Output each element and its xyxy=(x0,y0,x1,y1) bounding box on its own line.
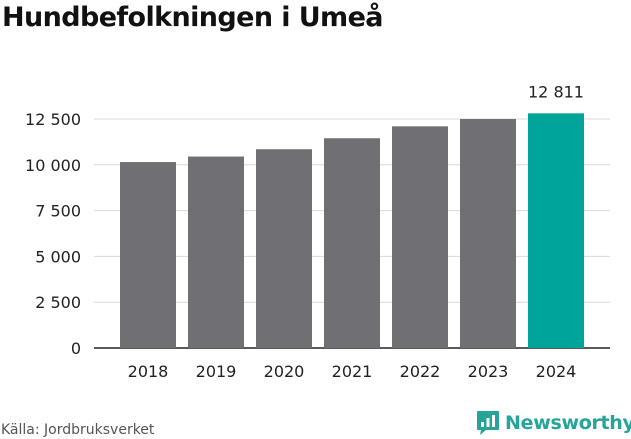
x-axis-ticks: 2018 2019 2020 2021 2022 2023 2024 xyxy=(128,362,577,381)
bar-2020 xyxy=(256,149,312,348)
x-tick-label: 2019 xyxy=(196,362,237,381)
y-tick-label: 12 500 xyxy=(25,110,81,129)
data-label: 12 811 xyxy=(528,82,584,101)
newsworthy-logo-icon xyxy=(477,411,499,435)
y-tick-label: 10 000 xyxy=(25,156,81,175)
brand-logo[interactable]: Newsworthy xyxy=(476,409,631,437)
bar-2024 xyxy=(528,113,584,348)
chart-title: Hundbefolkningen i Umeå xyxy=(2,2,384,33)
bar-2022 xyxy=(392,126,448,348)
data-labels: 12 811 xyxy=(528,82,584,101)
x-tick-label: 2020 xyxy=(264,362,305,381)
bar-2023 xyxy=(460,119,516,348)
x-tick-label: 2024 xyxy=(536,362,577,381)
y-tick-label: 7 500 xyxy=(35,202,81,221)
bar-2019 xyxy=(188,156,244,348)
y-tick-label: 5 000 xyxy=(35,247,81,266)
y-axis-ticks: 0 2 500 5 000 7 500 10 000 12 500 xyxy=(25,110,81,358)
x-tick-label: 2021 xyxy=(332,362,373,381)
y-tick-label: 0 xyxy=(71,339,81,358)
x-tick-label: 2023 xyxy=(468,362,509,381)
bar-2018 xyxy=(120,162,176,348)
y-tick-label: 2 500 xyxy=(35,293,81,312)
brand-name: Newsworthy xyxy=(505,412,631,434)
bar-2021 xyxy=(324,138,380,348)
x-tick-label: 2018 xyxy=(128,362,169,381)
bars xyxy=(120,113,584,348)
x-tick-label: 2022 xyxy=(400,362,441,381)
bar-chart: 0 2 500 5 000 7 500 10 000 12 500 2018 2019 202… xyxy=(25,82,610,381)
source-note: Källa: Jordbruksverket xyxy=(1,422,155,438)
